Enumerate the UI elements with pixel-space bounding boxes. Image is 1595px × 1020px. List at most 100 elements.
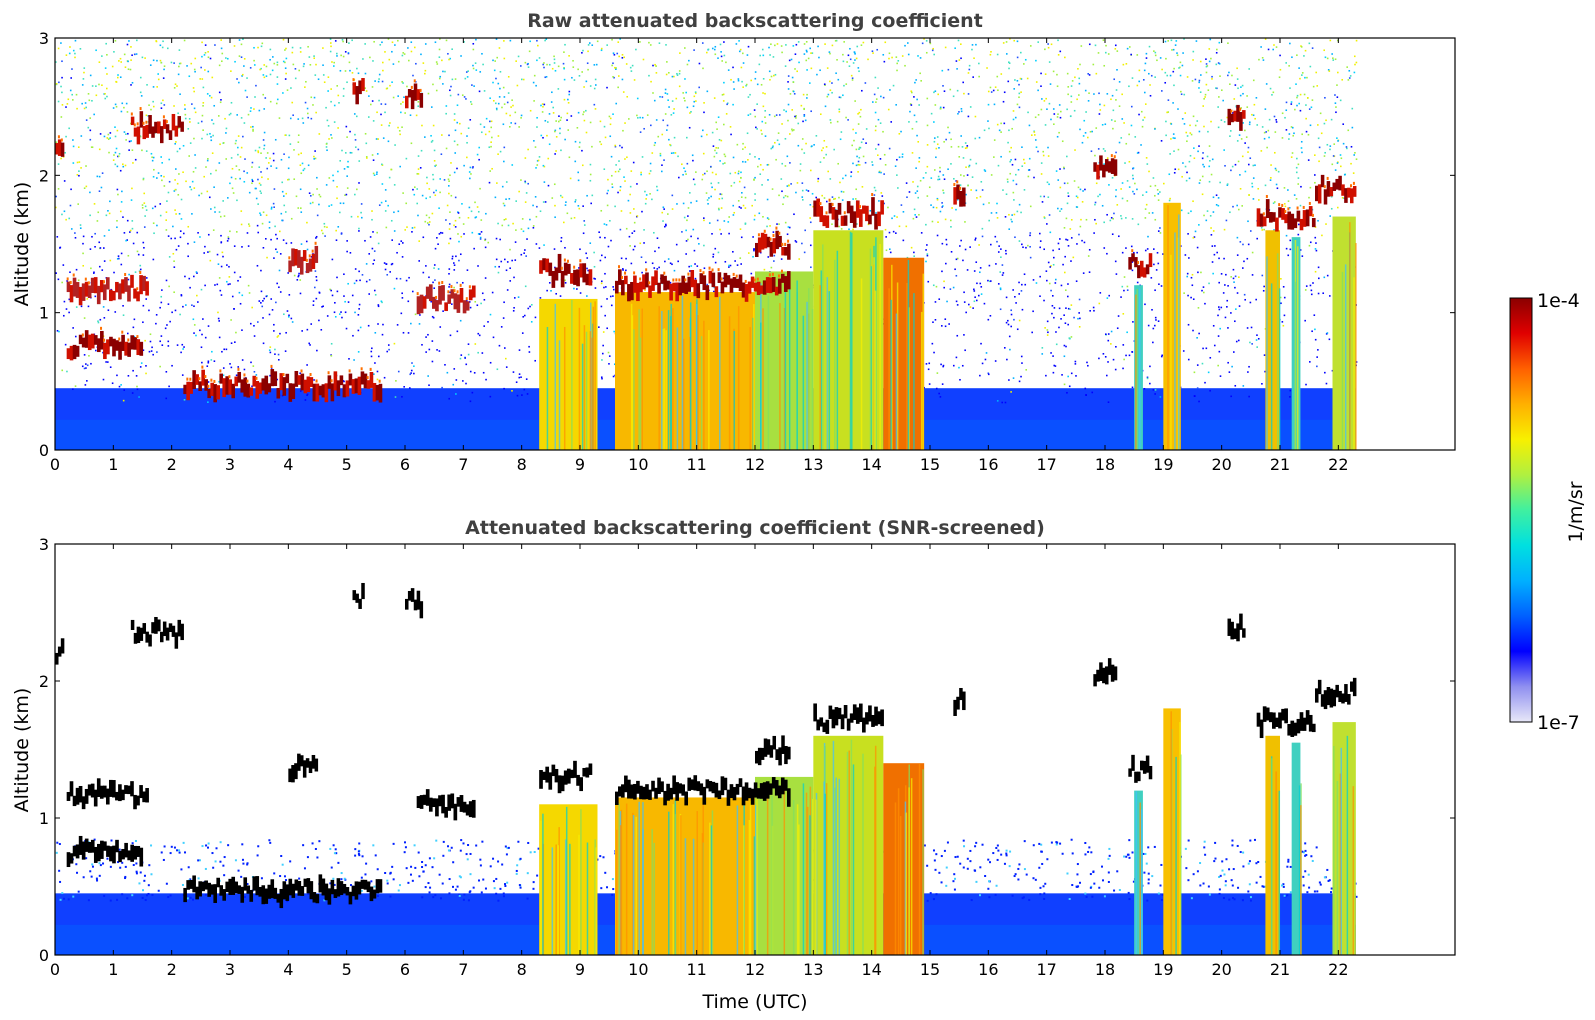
bottom-column-streak bbox=[618, 803, 620, 955]
top-column-streak bbox=[808, 288, 810, 450]
bottom-column-streak bbox=[711, 810, 714, 955]
bottom-x-tick-label: 18 bbox=[1095, 960, 1115, 979]
top-x-tick-label: 8 bbox=[517, 455, 527, 474]
top-column-streak bbox=[896, 282, 899, 450]
top-column-streak bbox=[670, 316, 672, 450]
top-column-streak bbox=[819, 285, 821, 450]
bottom-column-streak bbox=[564, 839, 567, 955]
top-column-streak bbox=[1174, 232, 1176, 450]
top-y-tick-label: 0 bbox=[39, 441, 49, 460]
bottom-column-streak bbox=[565, 806, 568, 955]
top-x-tick-label: 0 bbox=[50, 455, 60, 474]
bottom-column-streak bbox=[651, 829, 653, 955]
bottom-x-tick-label: 17 bbox=[1036, 960, 1056, 979]
bottom-column-streak bbox=[1336, 780, 1339, 955]
top-x-tick-label: 22 bbox=[1328, 455, 1348, 474]
top-x-tick-label: 17 bbox=[1036, 455, 1056, 474]
top-column-streak bbox=[753, 304, 755, 450]
top-column-streak bbox=[1355, 243, 1357, 450]
top-column-streak bbox=[1266, 256, 1268, 450]
x-axis-label: Time (UTC) bbox=[701, 991, 807, 1013]
top-column-streak bbox=[695, 304, 698, 450]
colorbar-label: 1/m/sr bbox=[1565, 481, 1587, 542]
top-cloud-layer-16 bbox=[1227, 104, 1246, 131]
bottom-column-streak bbox=[1300, 805, 1302, 955]
bottom-column-streak bbox=[749, 800, 752, 955]
bottom-column-streak bbox=[809, 815, 811, 955]
top-column-streak bbox=[563, 326, 566, 450]
top-column-streak bbox=[728, 316, 731, 450]
top-column-streak bbox=[836, 250, 839, 450]
bottom-column-streak bbox=[850, 739, 853, 955]
bottom-column-streak bbox=[834, 787, 836, 955]
bottom-column-streak bbox=[1141, 809, 1143, 955]
top-column-streak bbox=[1135, 294, 1137, 450]
top-x-tick-label: 6 bbox=[400, 455, 410, 474]
top-column-streak bbox=[1344, 264, 1347, 450]
bottom-column-streak bbox=[796, 804, 799, 955]
top-column-streak bbox=[676, 327, 679, 450]
bottom-x-tick-label: 4 bbox=[283, 960, 293, 979]
bottom-column-streak bbox=[540, 820, 542, 955]
top-column-streak bbox=[834, 259, 836, 450]
top-column-streak bbox=[665, 330, 667, 450]
top-column-streak bbox=[591, 337, 593, 450]
top-cloud-layer-2 bbox=[352, 78, 365, 105]
top-x-tick-label: 10 bbox=[628, 455, 648, 474]
bottom-column-streak bbox=[874, 766, 876, 955]
top-x-tick-label: 18 bbox=[1095, 455, 1115, 474]
top-column-streak bbox=[639, 337, 642, 450]
bottom-column-streak bbox=[638, 801, 640, 955]
bottom-y-tick-label: 2 bbox=[39, 672, 49, 691]
top-column-0 bbox=[539, 298, 598, 450]
bottom-column-streak bbox=[1270, 758, 1273, 955]
bottom-column-streak bbox=[766, 788, 769, 955]
top-cloud-layer-5 bbox=[183, 364, 383, 403]
top-cloud-layer-4 bbox=[66, 326, 144, 361]
bottom-column-streak bbox=[1339, 773, 1342, 955]
bottom-column-streak bbox=[1333, 745, 1335, 955]
top-column-streak bbox=[1353, 277, 1355, 450]
bottom-column-streak bbox=[569, 843, 571, 955]
bottom-column-streak bbox=[692, 838, 695, 955]
bottom-plot-area bbox=[55, 582, 1358, 955]
bottom-column-streak bbox=[701, 833, 704, 955]
top-column-streak bbox=[633, 329, 635, 450]
top-x-tick-label: 19 bbox=[1153, 455, 1173, 474]
bottom-cloud-layer-16 bbox=[1227, 613, 1246, 642]
bottom-x-tick-label: 0 bbox=[50, 960, 60, 979]
top-panel-title: Raw attenuated backscattering coefficien… bbox=[527, 10, 983, 32]
top-column-streak bbox=[641, 308, 644, 450]
top-y-tick-label: 1 bbox=[39, 304, 49, 323]
top-cloud-layer-3 bbox=[405, 79, 424, 110]
bottom-y-axis-label: Altitude (km) bbox=[11, 688, 33, 813]
bottom-column-streak bbox=[874, 745, 877, 955]
bottom-x-tick-label: 1 bbox=[108, 960, 118, 979]
top-column-streak bbox=[1136, 289, 1138, 450]
bottom-column-streak bbox=[619, 825, 622, 955]
bottom-column-streak bbox=[642, 802, 644, 955]
bottom-x-tick-label: 9 bbox=[575, 960, 585, 979]
bottom-x-tick-label: 19 bbox=[1153, 960, 1173, 979]
bottom-column-streak bbox=[542, 813, 544, 955]
bottom-column-streak bbox=[1139, 802, 1141, 955]
top-column-streak bbox=[700, 336, 703, 450]
top-column-streak bbox=[806, 301, 808, 450]
top-column-streak bbox=[1349, 222, 1351, 450]
top-column-streak bbox=[583, 325, 586, 450]
bottom-x-tick-label: 3 bbox=[225, 960, 235, 979]
top-column-streak bbox=[703, 320, 705, 450]
top-x-tick-label: 7 bbox=[458, 455, 468, 474]
bottom-column-streak bbox=[736, 805, 739, 955]
bottom-column-streak bbox=[812, 799, 814, 955]
top-column-streak bbox=[689, 302, 692, 450]
bottom-column-streak bbox=[798, 824, 800, 955]
bottom-x-tick-label: 2 bbox=[167, 960, 177, 979]
bottom-cloud-layer-3 bbox=[405, 588, 424, 619]
bottom-x-tick-label: 7 bbox=[458, 960, 468, 979]
bottom-x-tick-label: 16 bbox=[978, 960, 998, 979]
top-column-streak bbox=[1167, 205, 1169, 450]
bottom-x-tick-label: 15 bbox=[920, 960, 940, 979]
